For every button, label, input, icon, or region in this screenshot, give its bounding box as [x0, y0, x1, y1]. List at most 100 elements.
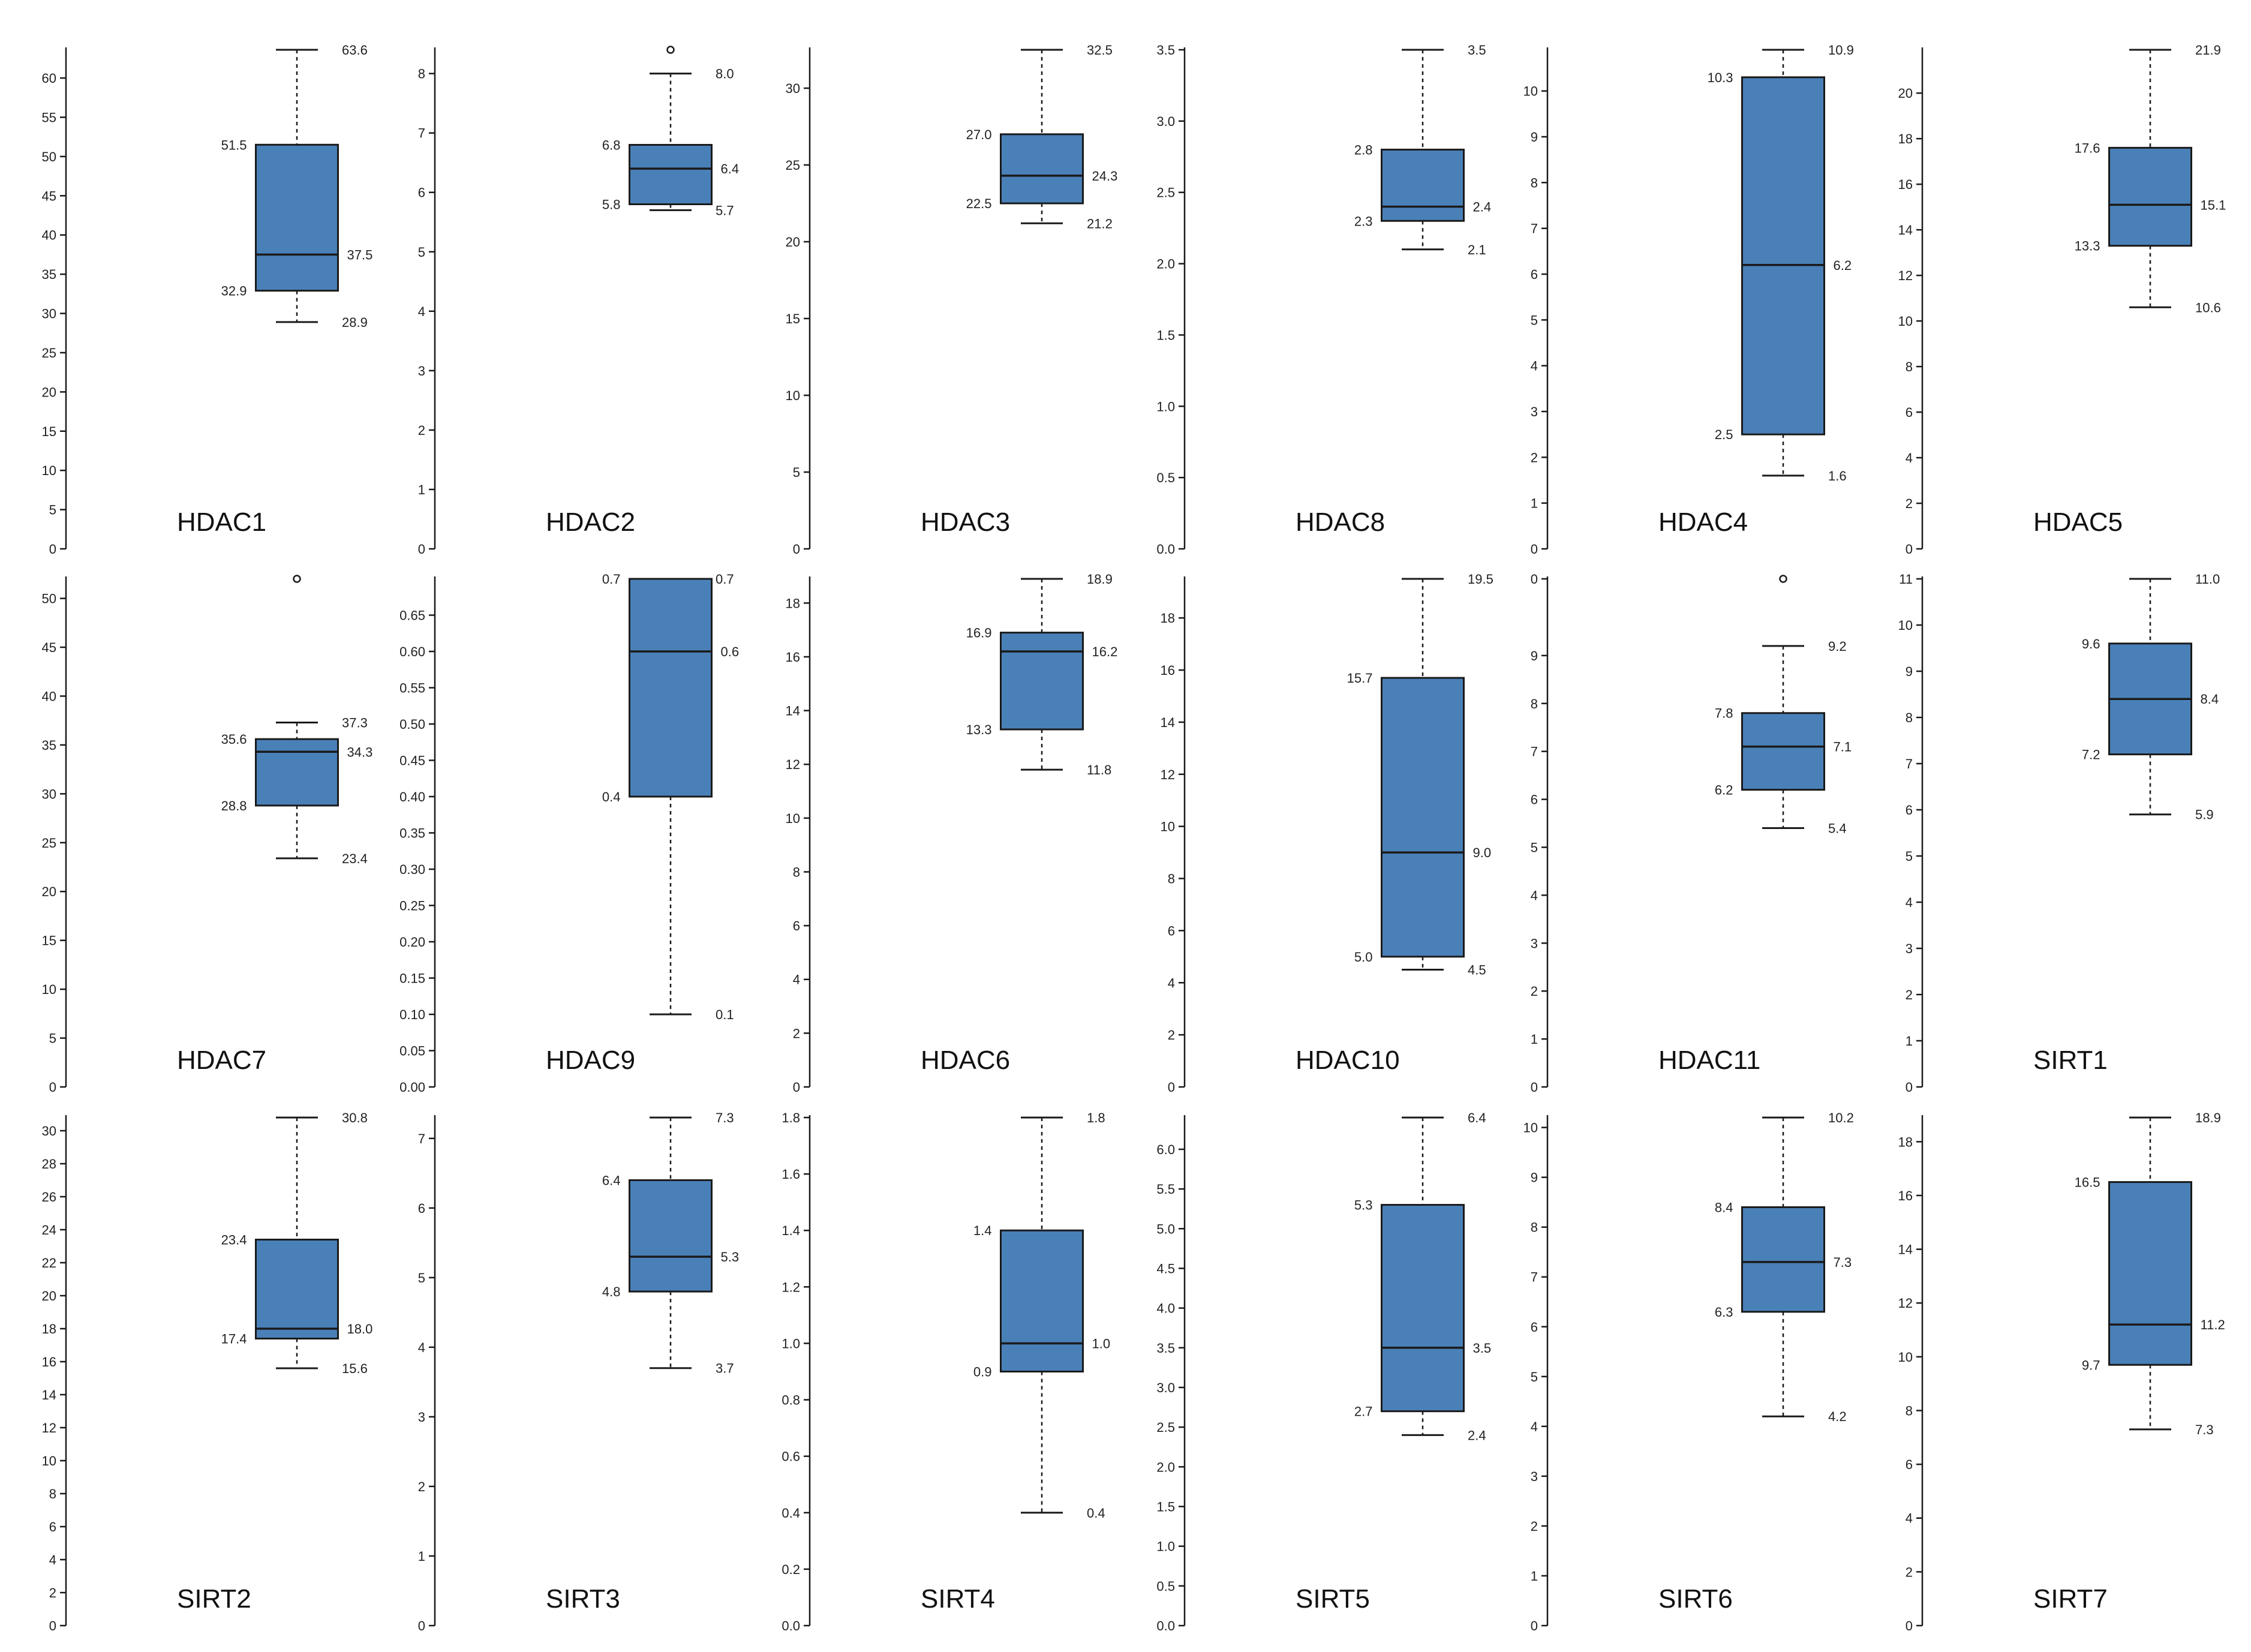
max-value-label: 11.0	[2195, 572, 2220, 587]
y-tick-label: 6.0	[1156, 1142, 1175, 1157]
y-tick-label: 20	[42, 385, 56, 400]
min-value-label: 10.6	[2195, 300, 2221, 315]
y-tick-label: 10	[42, 982, 56, 997]
chart-title: HDAC3	[921, 507, 1010, 537]
y-tick-label: 1.5	[1156, 1499, 1175, 1514]
q3-value-label: 9.6	[2082, 636, 2100, 651]
y-tick-label: 16	[1898, 177, 1913, 192]
y-tick-label: 7	[1531, 221, 1538, 236]
y-tick-label: 8	[1906, 359, 1913, 374]
q3-value-label: 5.3	[1354, 1198, 1373, 1213]
y-tick-label: 12	[42, 1420, 56, 1435]
y-tick-label: 0.6	[782, 1449, 800, 1464]
y-tick-label: 14	[1898, 223, 1913, 238]
y-tick-label: 3	[1531, 404, 1538, 419]
max-value-label: 30.8	[342, 1110, 368, 1125]
boxplot-sirt3: 0 1 2 3 4 5 6 7 7.3 6.4 5.3 4.8 3.7 SIRT3	[418, 1110, 739, 1633]
y-tick-label: 4	[1906, 1511, 1913, 1526]
y-tick-label: 0.40	[399, 789, 425, 804]
y-tick-label: 6	[1168, 923, 1175, 938]
chart-title: HDAC1	[177, 507, 266, 537]
y-tick-label: 4	[418, 304, 425, 319]
median-value-label: 6.2	[1834, 258, 1852, 273]
q3-value-label: 17.6	[2075, 140, 2100, 155]
y-tick-label: 4	[1531, 359, 1538, 374]
y-tick-label: 2	[1906, 987, 1913, 1002]
q1-value-label: 6.3	[1715, 1305, 1733, 1320]
y-tick-label: 4	[1906, 450, 1913, 465]
iqr-box	[629, 578, 713, 798]
q1-value-label: 9.7	[2082, 1357, 2100, 1372]
y-tick-label: 2	[1531, 984, 1538, 999]
y-tick-label: 18	[1898, 131, 1913, 146]
y-tick-label: 9	[1531, 130, 1538, 145]
boxplot-sirt5: 0.0 0.5 1.0 1.5 2.0 2.5 3.0 3.5 4.0 4.5 5.0 5.5 6.0 6…	[1156, 1110, 1491, 1633]
max-value-label: 10.2	[1828, 1110, 1854, 1125]
boxplot-hdac7: 0 5 10 15 20 25 30 35 40 45 50 37.3 35.6 34.3 28.8 23.4…	[42, 575, 372, 1095]
min-value-label: 3.7	[716, 1361, 734, 1376]
y-tick-label: 25	[42, 836, 56, 851]
q3-value-label: 6.4	[602, 1173, 621, 1188]
q1-value-label: 4.8	[602, 1284, 621, 1299]
boxplot-hdac11: 0 1 2 3 4 5 6 7 8 9 0 9.2 7.8 7.1 6.2 5.4 HDAC11	[1531, 572, 1852, 1095]
y-tick-label: 5	[49, 1031, 56, 1046]
median-value-label: 15.1	[2201, 197, 2226, 212]
max-value-label: 19.5	[1468, 572, 1493, 587]
y-tick-label: 15	[42, 424, 56, 439]
max-value-label: 37.3	[342, 715, 368, 730]
y-tick-label: 2	[49, 1585, 56, 1600]
y-tick-label: 6	[49, 1519, 56, 1534]
median-value-label: 18.0	[347, 1321, 373, 1336]
median-value-label: 16.2	[1092, 644, 1118, 659]
y-tick-label: 0.30	[399, 862, 425, 877]
median-value-label: 3.5	[1473, 1341, 1492, 1356]
iqr-box	[1000, 1229, 1084, 1372]
y-tick-label: 1.2	[782, 1279, 800, 1294]
chart-title: SIRT3	[546, 1584, 620, 1614]
y-tick-label: 7	[1531, 1270, 1538, 1285]
q3-value-label: 23.4	[221, 1233, 247, 1248]
y-tick-label: 3	[418, 1410, 425, 1425]
boxplot-hdac5: 0 2 4 6 8 10 12 14 16 18 20 21.9 17.6 15.1 13.3 10.6 HDA…	[1898, 43, 2226, 557]
q3-value-label: 7.8	[1715, 706, 1733, 721]
iqr-box	[255, 1239, 339, 1339]
max-value-label: 63.6	[342, 43, 368, 58]
y-tick-label: 4.0	[1156, 1301, 1175, 1316]
y-tick-label: 0	[418, 1618, 425, 1633]
y-tick-label: 1.5	[1156, 328, 1175, 343]
y-tick-label: 30	[42, 307, 56, 322]
y-tick-label: 0.60	[399, 644, 425, 659]
iqr-box	[1741, 1206, 1825, 1313]
y-tick-label: 20	[42, 884, 56, 899]
y-tick-label: 30	[786, 81, 800, 96]
chart-title: SIRT5	[1296, 1584, 1370, 1614]
max-value-label: 32.5	[1087, 43, 1113, 58]
chart-title: SIRT6	[1658, 1584, 1733, 1614]
q1-value-label: 7.2	[2082, 747, 2100, 762]
y-tick-label: 1.4	[782, 1223, 800, 1238]
y-tick-label: 2	[1906, 1564, 1913, 1579]
y-tick-label: 1.8	[782, 1110, 800, 1125]
y-tick-label: 9	[1906, 664, 1913, 679]
y-tick-label: 11	[1899, 572, 1913, 587]
median-value-label: 11.2	[2201, 1317, 2225, 1332]
y-tick-label: 6	[1531, 1320, 1538, 1335]
q3-value-label: 51.5	[221, 137, 247, 152]
y-tick-label: 4.5	[1156, 1261, 1175, 1276]
median-value-label: 2.4	[1473, 199, 1492, 214]
min-value-label: 0.1	[716, 1007, 734, 1022]
y-tick-label: 0	[793, 1080, 800, 1095]
y-tick-label: 30	[42, 1124, 56, 1139]
y-tick-label: 10	[42, 1453, 56, 1468]
y-tick-label: 5	[1531, 313, 1538, 328]
y-tick-label: 15	[786, 311, 800, 326]
y-tick-label: 5	[1531, 840, 1538, 855]
boxplot-hdac9: 0.00 0.05 0.10 0.15 0.20 0.25 0.30 0.35 0.40 0.45…	[399, 572, 739, 1095]
max-value-label: 0.7	[716, 572, 734, 587]
outlier-point	[666, 46, 675, 54]
y-tick-label: 2	[418, 1479, 425, 1494]
q3-value-label: 16.5	[2075, 1175, 2100, 1190]
max-value-label: 8.0	[716, 67, 734, 82]
y-tick-label: 8	[1906, 1403, 1913, 1418]
max-value-label: 18.9	[2195, 1110, 2221, 1125]
